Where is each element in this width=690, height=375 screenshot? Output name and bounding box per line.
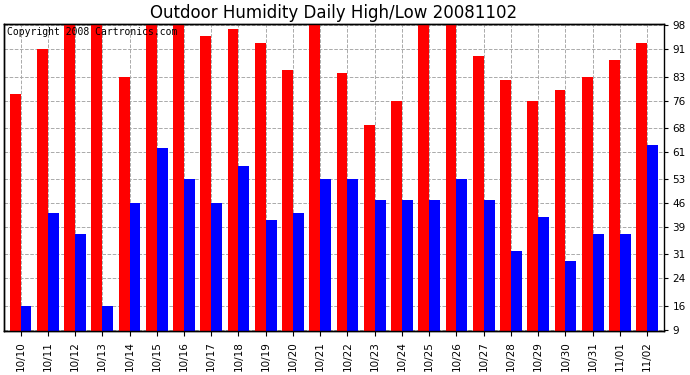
Bar (538, 217, 549, 360)
Bar (255, 42, 266, 360)
Bar (293, 213, 304, 360)
Bar (130, 203, 140, 360)
Bar (636, 42, 647, 360)
Bar (609, 60, 620, 360)
Bar (184, 179, 195, 360)
Bar (527, 100, 538, 360)
Bar (337, 73, 348, 360)
Bar (582, 76, 593, 360)
Bar (511, 251, 522, 360)
Bar (266, 220, 277, 360)
Bar (75, 234, 86, 360)
Bar (239, 165, 249, 360)
Bar (146, 26, 157, 360)
Bar (620, 234, 631, 360)
Bar (555, 90, 566, 360)
Bar (48, 213, 59, 360)
Bar (91, 26, 102, 360)
Bar (364, 124, 375, 360)
Bar (391, 100, 402, 360)
Bar (566, 261, 576, 360)
Bar (429, 200, 440, 360)
Bar (173, 26, 184, 360)
Bar (473, 56, 484, 360)
Bar (157, 148, 168, 360)
Bar (200, 36, 211, 360)
Bar (211, 203, 222, 360)
Bar (119, 76, 130, 360)
Bar (484, 200, 495, 360)
Bar (348, 179, 358, 360)
Bar (320, 179, 331, 360)
Text: Copyright 2008 Cartronics.com: Copyright 2008 Cartronics.com (8, 27, 178, 37)
Bar (309, 26, 320, 360)
Bar (37, 50, 48, 360)
Bar (228, 29, 239, 360)
Bar (21, 306, 32, 360)
Bar (102, 306, 113, 360)
Bar (647, 145, 658, 360)
Bar (500, 80, 511, 360)
Bar (418, 26, 429, 360)
Bar (402, 200, 413, 360)
Bar (10, 94, 21, 360)
Bar (282, 70, 293, 360)
Bar (375, 200, 386, 360)
Bar (446, 26, 457, 360)
Bar (64, 26, 75, 360)
Title: Outdoor Humidity Daily High/Low 20081102: Outdoor Humidity Daily High/Low 20081102 (150, 4, 518, 22)
Bar (457, 179, 467, 360)
Bar (593, 234, 604, 360)
